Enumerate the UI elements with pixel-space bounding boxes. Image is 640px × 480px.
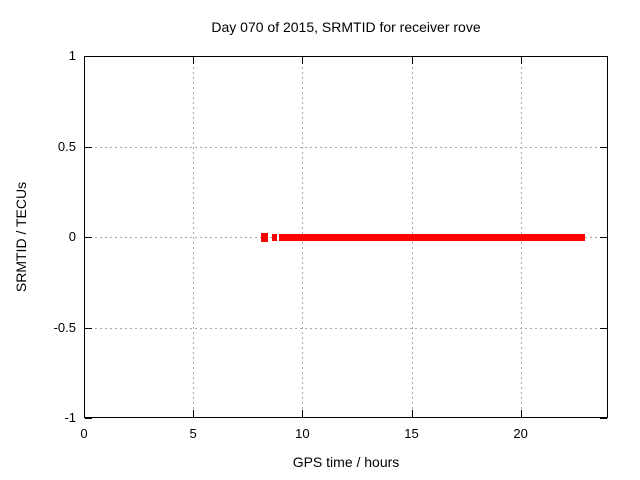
y-tick-mark-right <box>600 418 607 419</box>
chart-title: Day 070 of 2015, SRMTID for receiver rov… <box>211 19 481 35</box>
x-tick-mark-top <box>302 57 304 64</box>
y-tick-mark-right <box>600 56 607 57</box>
x-tick-label: 15 <box>404 426 419 441</box>
y-tick-mark <box>85 146 92 148</box>
y-tick-label: 0.5 <box>57 138 76 154</box>
y-tick-label: 0 <box>68 229 76 244</box>
y-tick-mark-right <box>600 146 607 148</box>
data-series-segment <box>260 232 268 242</box>
y-gridline <box>85 327 607 329</box>
y-tick-label: -0.5 <box>53 319 76 335</box>
y-tick-mark <box>85 237 92 238</box>
data-series-segment <box>278 233 586 241</box>
x-tick-label: 10 <box>295 426 310 441</box>
x-tick-mark-top <box>84 57 85 64</box>
x-tick-mark <box>302 410 304 417</box>
x-tick-label: 20 <box>513 426 528 441</box>
y-tick-mark <box>85 56 92 57</box>
x-tick-label: 0 <box>80 426 88 441</box>
x-tick-mark-top <box>411 57 413 64</box>
x-tick-label: 5 <box>189 426 197 441</box>
x-tick-mark <box>84 410 85 417</box>
y-tick-mark <box>85 418 92 419</box>
x-tick-mark-top <box>520 57 522 64</box>
x-tick-mark <box>193 410 195 417</box>
y-tick-mark-right <box>600 237 607 238</box>
x-tick-mark <box>520 410 522 417</box>
y-tick-label: -1 <box>64 410 76 425</box>
y-tick-mark-right <box>600 327 607 329</box>
x-tick-mark-top <box>193 57 195 64</box>
plot-area <box>84 56 608 418</box>
y-tick-label: 1 <box>68 48 76 63</box>
y-tick-mark <box>85 327 92 329</box>
data-series-segment <box>272 233 277 241</box>
x-axis-label: GPS time / hours <box>292 454 400 470</box>
y-gridline <box>85 146 607 148</box>
x-tick-mark <box>411 410 413 417</box>
